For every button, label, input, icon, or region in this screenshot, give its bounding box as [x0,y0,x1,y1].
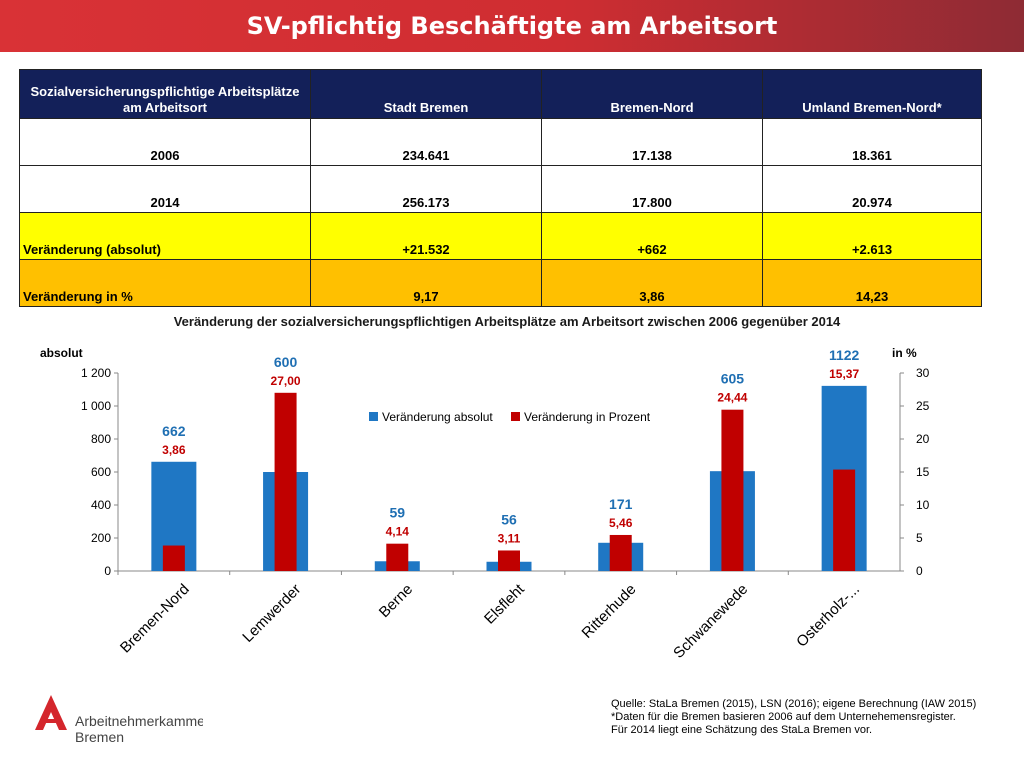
legend-label-absolut: Veränderung absolut [382,410,493,424]
bar-prozent [498,550,520,571]
y-tick-label-left: 600 [91,465,111,479]
logo-text-line1: Arbeitnehmerkammer [75,713,203,729]
table-row: Veränderung (absolut) +21.532 +662 +2.61… [19,212,982,260]
y-tick-label-right: 10 [916,498,930,512]
data-label-absolut: 1122 [829,347,860,363]
table-cell: 17.138 [541,118,763,166]
source-line: Für 2014 liegt eine Schätzung des StaLa … [611,724,873,736]
table-cell: +662 [541,212,763,260]
table-cell: 234.641 [310,118,542,166]
y-tick-label-left: 1 000 [81,399,111,413]
x-tick-label: Elsfleht [481,580,528,627]
bar-prozent [386,543,409,571]
table-header-cell: Bremen-Nord [541,69,763,119]
table-cell: 20.974 [762,165,982,213]
plot-area: 0 200 400 600 800 1 000 1 200 0 5 10 15 20 25 30 Breme… [81,347,930,662]
data-label-absolut: 171 [609,496,633,512]
y-tick-label-left: 1 200 [81,366,111,380]
data-label-prozent: 4,14 [386,525,410,539]
source-note: Quelle: StaLa Bremen (2015), LSN (2016);… [611,698,1011,737]
table-header-row: Sozialversicherungspflichtige Arbeitsplä… [19,69,982,119]
x-tick-label: Schwanewede [670,581,751,662]
table-cell: 2006 [19,118,311,166]
x-tick-label: Osterholz-... [793,581,863,651]
bar-prozent [162,545,185,571]
data-label-prozent: 24,44 [717,391,747,405]
source-line: *Daten für die Bremen basieren 2006 auf … [611,711,956,723]
data-label-absolut: 59 [389,505,405,521]
x-tick-label: Lemwerder [239,581,304,646]
legend-label-prozent: Veränderung in Prozent [524,410,651,424]
table-cell: 17.800 [541,165,763,213]
data-label-prozent: 15,37 [829,367,859,381]
table-header-cell: Sozialversicherungspflichtige Arbeitsplä… [19,69,311,119]
table-cell: Veränderung (absolut) [19,212,311,260]
y-tick-label-right: 25 [916,399,930,413]
legend-swatch-absolut [369,412,378,421]
table-cell: 14,23 [762,259,982,307]
legend-swatch-prozent [511,412,520,421]
data-label-prozent: 27,00 [271,374,301,388]
table-row: 2006 234.641 17.138 18.361 [19,118,982,166]
logo-text-line2: Bremen [75,729,124,745]
y-tick-label-right: 5 [916,531,923,545]
y-axis-label-left: absolut [40,346,83,360]
y-tick-label-left: 800 [91,432,111,446]
y-axis-label-right: in % [892,346,917,360]
table-cell: +2.613 [762,212,982,260]
table-cell: +21.532 [310,212,542,260]
chart-title: Veränderung der sozialversicherungspflic… [174,314,841,329]
y-tick-label-right: 30 [916,366,930,380]
legend: Veränderung absolut Veränderung in Proze… [369,410,651,424]
table-header-cell: Umland Bremen-Nord* [762,69,982,119]
bar-chart: Veränderung der sozialversicherungspflic… [40,314,930,662]
table-row: Veränderung in % 9,17 3,86 14,23 [19,259,982,307]
bar-prozent [274,392,297,571]
table-cell: 18.361 [762,118,982,166]
table-cell: Veränderung in % [19,259,311,307]
y-tick-label-right: 20 [916,432,930,446]
table-row: 2014 256.173 17.800 20.974 [19,165,982,213]
y-tick-label-left: 0 [104,564,111,578]
table-cell: 256.173 [310,165,542,213]
y-tick-label-right: 15 [916,465,930,479]
data-table: Sozialversicherungspflichtige Arbeitsplä… [19,69,982,307]
bar-prozent [721,409,744,571]
data-label-absolut: 600 [274,354,298,370]
bar-prozent [833,469,856,571]
table-cell: 9,17 [310,259,542,307]
source-line: Quelle: StaLa Bremen (2015), LSN (2016);… [611,698,977,710]
y-tick-label-left: 400 [91,498,111,512]
data-label-absolut: 662 [162,423,186,439]
x-tick-label: Bremen-Nord [117,581,193,657]
bar-prozent [609,534,632,571]
table-header-cell: Stadt Bremen [310,69,542,119]
x-tick-label: Ritterhude [579,581,640,642]
data-label-prozent: 3,86 [162,443,186,457]
data-label-prozent: 5,46 [609,516,633,530]
y-tick-label-right: 0 [916,564,923,578]
data-label-absolut: 605 [721,371,745,387]
title-bar: SV-pflichtig Beschäftigte am Arbeitsort [0,0,1024,52]
page-title: SV-pflichtig Beschäftigte am Arbeitsort [246,12,778,40]
logo-mark-icon [35,695,67,730]
arbeitnehmerkammer-logo: Arbeitnehmerkammer Bremen [35,695,203,745]
data-label-prozent: 3,11 [498,531,521,545]
table-cell: 3,86 [541,259,763,307]
y-tick-label-left: 200 [91,531,111,545]
table-cell: 2014 [19,165,311,213]
data-label-absolut: 56 [501,511,517,527]
x-tick-label: Berne [376,581,416,621]
